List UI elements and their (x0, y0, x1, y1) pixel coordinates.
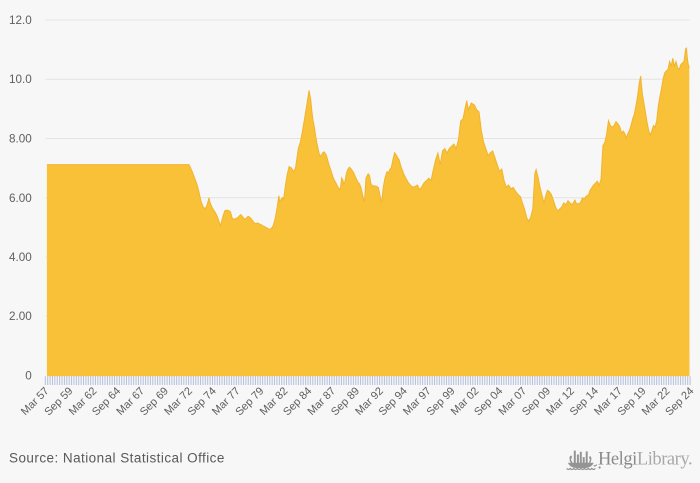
svg-text:12.0: 12.0 (9, 14, 32, 27)
svg-text:6.00: 6.00 (9, 192, 32, 205)
svg-text:HelgiLibrary.: HelgiLibrary. (598, 450, 692, 470)
svg-text:2.00: 2.00 (9, 310, 32, 323)
svg-text:0: 0 (25, 370, 32, 383)
svg-text:10.0: 10.0 (9, 73, 32, 86)
svg-text:8.00: 8.00 (9, 133, 32, 146)
svg-text:4.00: 4.00 (9, 251, 32, 264)
svg-text:Source: National Statistical O: Source: National Statistical Office (9, 451, 225, 466)
